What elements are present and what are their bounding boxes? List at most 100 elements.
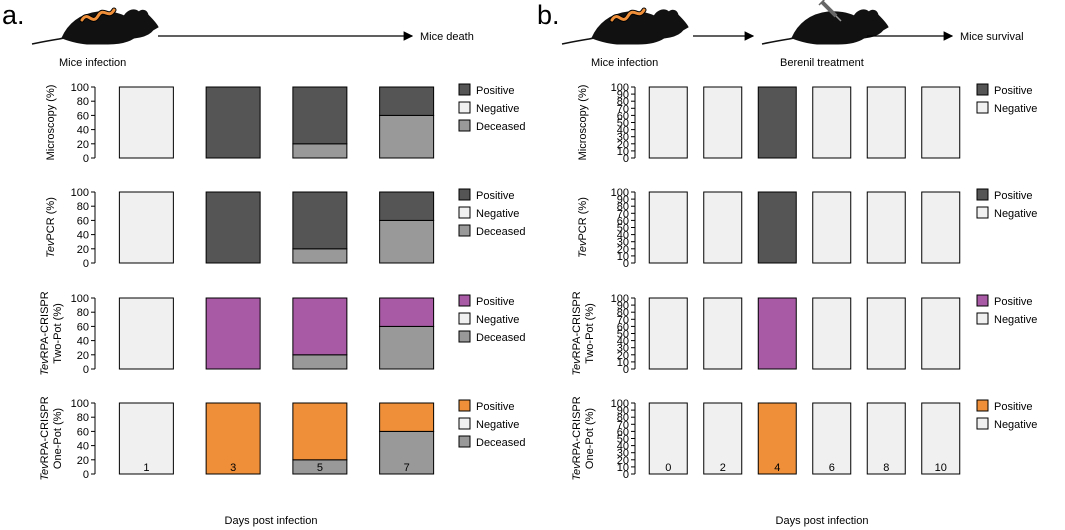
bar-negative-6	[812, 86, 852, 159]
legend-swatch-negative	[458, 417, 471, 430]
x-tick-label: 6	[829, 462, 835, 474]
y-axis-label: TevRPA-CRISPRTwo-Pot (%)	[571, 291, 596, 375]
y-tick-label: 20	[77, 350, 89, 362]
mice-survival-label: Mice survival	[960, 31, 1024, 43]
y-tick-label: 0	[623, 364, 629, 376]
bar-negative-2	[703, 297, 743, 370]
y-tick-label: 20	[617, 455, 629, 467]
y-tick-label: 30	[617, 132, 629, 144]
chart-a-3: 0 20 40 60 80 100 TevRPA-CRISPROne-Pot (%) 1 3 5 7…	[39, 396, 526, 481]
legend-swatch-deceased	[458, 224, 471, 237]
legend-label-negative: Negative	[994, 208, 1037, 220]
y-tick-label: 60	[617, 426, 629, 438]
y-tick-label: 100	[71, 82, 89, 94]
y-axis-label-line: Microscopy (%)	[45, 85, 57, 161]
x-tick-label: 0	[665, 462, 671, 474]
legend-label-positive: Positive	[476, 190, 515, 202]
y-tick-label: 0	[83, 153, 89, 165]
legend-swatch-negative	[458, 312, 471, 325]
mouse-body	[31, 9, 159, 45]
bar-negative-1	[118, 297, 174, 370]
bar-negative-6	[812, 402, 852, 475]
x-axis-label-a: Days post infection	[225, 515, 318, 527]
bar-deceased-7	[379, 325, 435, 370]
bar-positive-3	[205, 297, 261, 370]
parasite-icon	[609, 7, 647, 23]
legend-label-positive: Positive	[994, 401, 1033, 413]
y-tick-label: 60	[617, 321, 629, 333]
y-tick-label: 50	[617, 329, 629, 341]
legend-swatch-positive	[976, 83, 989, 96]
y-axis-label: TevPCR (%)	[577, 197, 589, 258]
berenil-treatment-label: Berenil treatment	[780, 57, 864, 69]
bar-negative-6	[812, 191, 852, 264]
y-tick-label: 50	[617, 118, 629, 130]
bar-positive-7	[379, 191, 435, 221]
y-tick-label: 80	[77, 412, 89, 424]
legend-swatch-positive	[458, 399, 471, 412]
legend-label-negative: Negative	[994, 419, 1037, 431]
bar-positive-5	[292, 402, 348, 461]
legend-label-deceased: Deceased	[476, 332, 526, 344]
bar-negative-1	[118, 86, 174, 159]
bar-positive-4	[757, 86, 797, 159]
legend-swatch-positive	[458, 188, 471, 201]
bar-positive-3	[205, 402, 261, 475]
legend-swatch-positive	[458, 294, 471, 307]
y-axis-label-line: TevRPA-CRISPR	[571, 291, 583, 375]
y-tick-label: 90	[617, 300, 629, 312]
bar-negative-8	[866, 86, 906, 159]
y-axis-label-rest: PCR (%)	[577, 197, 589, 240]
bar-negative-2	[703, 191, 743, 264]
legend-swatch-negative	[976, 206, 989, 219]
y-tick-label: 40	[77, 230, 89, 242]
y-axis-label-italic: Tev	[39, 357, 51, 376]
bar-negative-10	[921, 86, 961, 159]
bar-negative-0	[648, 86, 688, 159]
y-tick-label: 100	[611, 293, 629, 305]
y-axis-label-line: One-Pot (%)	[52, 408, 64, 469]
y-axis-label: Microscopy (%)	[45, 85, 57, 161]
bar-deceased-7	[379, 219, 435, 264]
y-tick-label: 60	[617, 110, 629, 122]
x-tick-label: 5	[317, 462, 323, 474]
mouse-icon	[561, 9, 689, 45]
bar-deceased-7	[379, 114, 435, 159]
legend-label-positive: Positive	[994, 296, 1033, 308]
y-tick-label: 100	[71, 398, 89, 410]
y-tick-label: 40	[617, 125, 629, 137]
y-axis-label-rest: RPA-CRISPR	[571, 291, 583, 358]
x-tick-label: 2	[720, 462, 726, 474]
mouse-icon	[31, 9, 159, 45]
legend-label-deceased: Deceased	[476, 226, 526, 238]
legend-swatch-deceased	[458, 119, 471, 132]
x-tick-label: 3	[230, 462, 236, 474]
y-tick-label: 20	[617, 244, 629, 256]
bar-negative-2	[703, 402, 743, 475]
y-tick-label: 60	[77, 321, 89, 333]
mouse-icon	[761, 9, 889, 45]
y-tick-label: 70	[617, 208, 629, 220]
legend-label-negative: Negative	[476, 208, 519, 220]
y-tick-label: 90	[617, 194, 629, 206]
y-axis-label-line: TevRPA-CRISPR	[571, 396, 583, 480]
chart-a-2: 0 20 40 60 80 100 TevRPA-CRISPRTwo-Pot (%) Posi…	[39, 291, 526, 376]
y-tick-label: 60	[77, 110, 89, 122]
y-axis-label: TevRPA-CRISPRTwo-Pot (%)	[39, 291, 64, 375]
legend-label-negative: Negative	[994, 314, 1037, 326]
mouse-body	[761, 9, 889, 45]
chart-a-1: 0 20 40 60 80 100 TevPCR (%) Positive Negative De…	[45, 187, 526, 270]
bar-positive-5	[292, 297, 348, 356]
legend-swatch-negative	[976, 312, 989, 325]
bar-positive-5	[292, 86, 348, 145]
y-tick-label: 40	[617, 336, 629, 348]
mouse-body	[561, 9, 689, 45]
y-tick-label: 70	[617, 314, 629, 326]
y-tick-label: 100	[611, 398, 629, 410]
parasite-icon	[79, 7, 117, 23]
legend-label-negative: Negative	[994, 103, 1037, 115]
bar-negative-10	[921, 191, 961, 264]
y-tick-label: 20	[77, 244, 89, 256]
